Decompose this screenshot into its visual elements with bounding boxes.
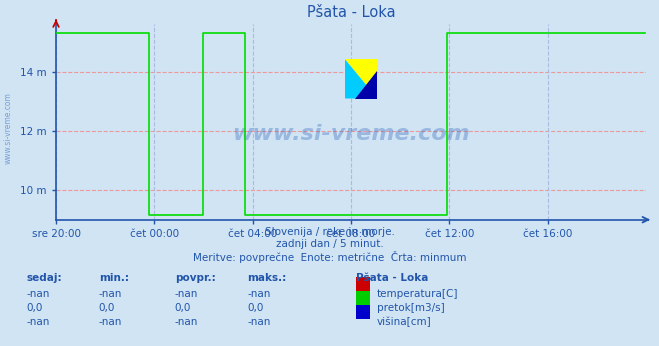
Text: www.si-vreme.com: www.si-vreme.com — [232, 124, 470, 144]
Text: min.:: min.: — [99, 273, 129, 283]
Text: -nan: -nan — [99, 317, 122, 327]
Text: -nan: -nan — [26, 317, 49, 327]
Text: zadnji dan / 5 minut.: zadnji dan / 5 minut. — [275, 239, 384, 249]
Title: Pšata - Loka: Pšata - Loka — [306, 5, 395, 20]
Text: Slovenija / reke in morje.: Slovenija / reke in morje. — [264, 227, 395, 237]
Text: maks.:: maks.: — [247, 273, 287, 283]
Text: temperatura[C]: temperatura[C] — [377, 289, 459, 299]
Text: www.si-vreme.com: www.si-vreme.com — [4, 92, 13, 164]
Text: -nan: -nan — [247, 317, 270, 327]
Text: višina[cm]: višina[cm] — [377, 317, 432, 327]
Text: -nan: -nan — [247, 289, 270, 299]
Text: 0,0: 0,0 — [247, 303, 264, 313]
Polygon shape — [355, 71, 378, 99]
Text: 0,0: 0,0 — [26, 303, 43, 313]
Text: -nan: -nan — [99, 289, 122, 299]
Text: 0,0: 0,0 — [175, 303, 191, 313]
Polygon shape — [345, 60, 378, 99]
Text: Meritve: povprečne  Enote: metrične  Črta: minmum: Meritve: povprečne Enote: metrične Črta:… — [192, 251, 467, 263]
Text: sedaj:: sedaj: — [26, 273, 62, 283]
Text: -nan: -nan — [175, 317, 198, 327]
Text: pretok[m3/s]: pretok[m3/s] — [377, 303, 445, 313]
Text: povpr.:: povpr.: — [175, 273, 215, 283]
Text: Pšata - Loka: Pšata - Loka — [356, 273, 428, 283]
Text: 0,0: 0,0 — [99, 303, 115, 313]
Text: -nan: -nan — [175, 289, 198, 299]
Text: -nan: -nan — [26, 289, 49, 299]
Polygon shape — [345, 60, 378, 99]
